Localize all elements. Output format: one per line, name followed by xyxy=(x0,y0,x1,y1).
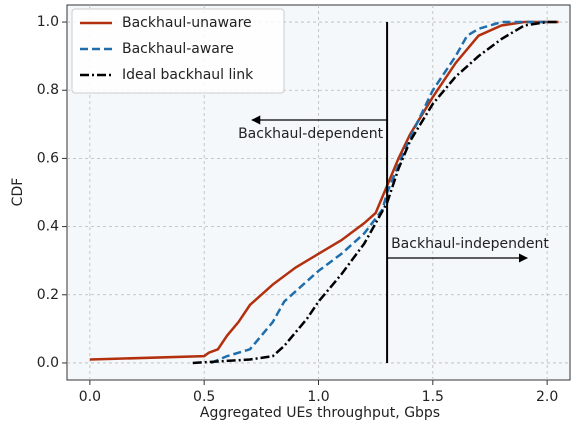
legend-label: Backhaul-unaware xyxy=(122,15,252,31)
legend-label: Backhaul-aware xyxy=(122,41,234,57)
x-tick-label: 2.0 xyxy=(536,389,558,405)
x-tick-label: 0.0 xyxy=(79,389,101,405)
cdf-line xyxy=(89,20,559,361)
legend-label: Ideal backhaul link xyxy=(122,67,254,83)
cdf-line xyxy=(210,20,548,365)
annotation: Backhaul-dependent xyxy=(238,126,384,142)
y-tick-label: 0.0 xyxy=(37,355,59,371)
y-axis-label: CDF xyxy=(10,178,26,207)
y-tick-label: 0.8 xyxy=(37,82,59,98)
y-tick-label: 0.2 xyxy=(37,287,59,303)
x-axis-label: Aggregated UEs throughput, Gbps xyxy=(200,405,440,421)
x-tick-label: 1.5 xyxy=(422,389,444,405)
annotation: Backhaul-independent xyxy=(391,236,549,252)
y-tick-label: 1.0 xyxy=(37,14,59,30)
legend-box xyxy=(71,8,285,94)
y-tick-label: 0.6 xyxy=(37,150,59,166)
x-tick-label: 0.5 xyxy=(193,389,215,405)
x-tick-label: 1.0 xyxy=(307,389,329,405)
y-tick-label: 0.4 xyxy=(37,219,59,235)
